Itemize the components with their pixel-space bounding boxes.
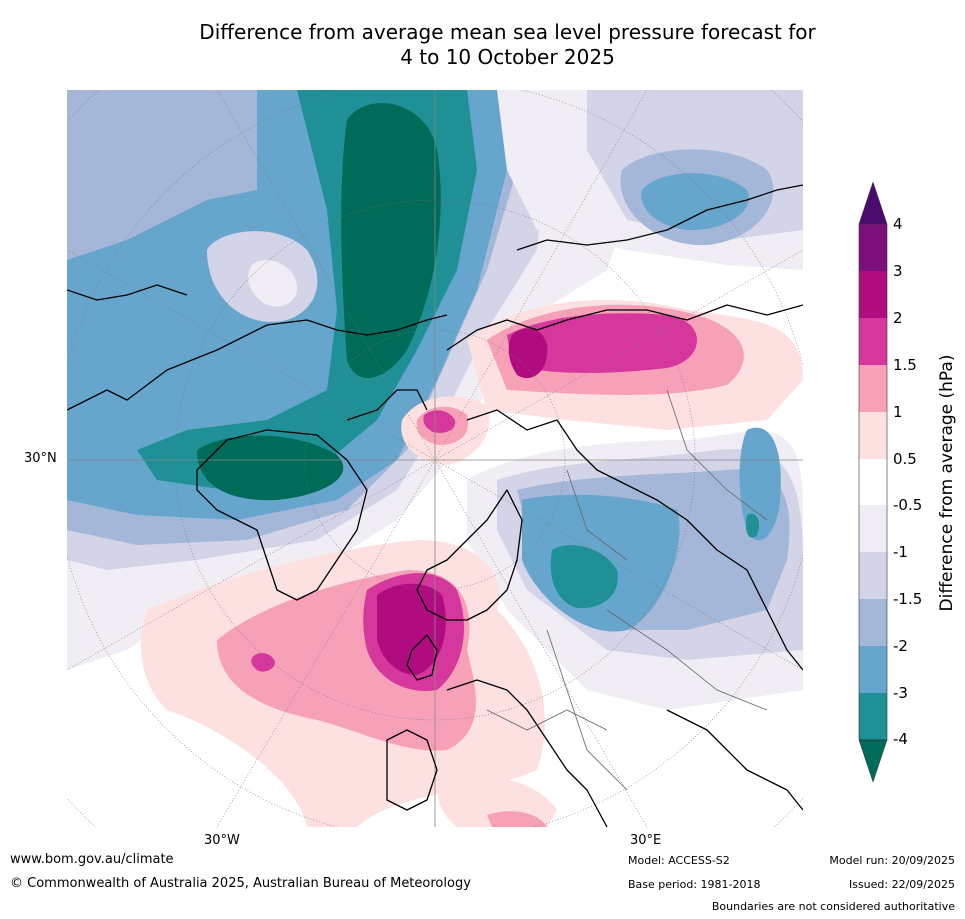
colorbar-tick: 2 <box>893 309 903 327</box>
anomaly-map <box>67 90 803 827</box>
colorbar-tick: -2 <box>893 637 908 655</box>
lon-label-30e: 30°E <box>630 833 662 848</box>
colorbar-band-2-3 <box>859 271 887 318</box>
base-period-text: Base period: 1981-2018 <box>628 878 761 891</box>
lon-label-30w: 30°W <box>204 833 240 848</box>
model-text: Model: ACCESS-S2 <box>628 854 730 867</box>
title-line-2: 4 to 10 October 2025 <box>400 45 615 69</box>
colorbar-band-1.5-2 <box>859 318 887 365</box>
arctic-low-anomaly <box>67 90 627 670</box>
colorbar-tick: -1.5 <box>893 590 923 608</box>
colorbar-band-neutral <box>859 459 887 505</box>
colorbar-tick: 4 <box>893 215 903 233</box>
chart-title: Difference from average mean sea level p… <box>0 20 965 70</box>
colorbar-tick: 0.5 <box>893 450 917 468</box>
colorbar-band-m3-m4 <box>859 693 887 740</box>
colorbar-band-m1-m1.5 <box>859 552 887 599</box>
lat-label-30n: 30°N <box>24 451 57 466</box>
atlantic-high-anomaly <box>401 396 490 465</box>
colorbar-tick: 3 <box>893 262 903 280</box>
title-line-1: Difference from average mean sea level p… <box>199 20 816 44</box>
colorbar-top-arrow <box>858 181 888 225</box>
europe-high-anomaly <box>141 540 557 827</box>
colorbar-tick: -0.5 <box>893 496 923 514</box>
colorbar-band-m1.5-m2 <box>859 599 887 646</box>
model-run-text: Model run: 20/09/2025 <box>829 854 955 867</box>
siberia-high-anomaly <box>467 300 803 430</box>
colorbar-band-3-4 <box>859 224 887 271</box>
axis-lines <box>67 90 803 827</box>
colorbar-tick: 1.5 <box>893 356 917 374</box>
colorbar <box>858 181 888 783</box>
borders <box>486 389 768 791</box>
disclaimer-text: Boundaries are not considered authoritat… <box>711 900 955 913</box>
issued-text: Issued: 22/09/2025 <box>848 878 955 891</box>
russia-low-anomaly <box>467 427 803 710</box>
colorbar-bottom-arrow <box>858 739 888 783</box>
colorbar-label: Difference from average (hPa) <box>937 354 957 612</box>
website-link[interactable]: www.bom.gov.au/climate <box>10 852 174 867</box>
colorbar-tick: -3 <box>893 684 908 702</box>
pacific-low-anomaly <box>497 90 803 270</box>
copyright-text: © Commonwealth of Australia 2025, Austra… <box>10 876 471 891</box>
colorbar-tick: -4 <box>893 730 908 748</box>
colorbar-band-m0.5-m1 <box>859 505 887 552</box>
colorbar-band-1-1.5 <box>859 365 887 412</box>
colorbar-tick: 1 <box>893 403 903 421</box>
colorbar-tick: -1 <box>893 543 908 561</box>
colorbar-band-m2-m3 <box>859 646 887 693</box>
colorbar-band-0.5-1 <box>859 412 887 459</box>
